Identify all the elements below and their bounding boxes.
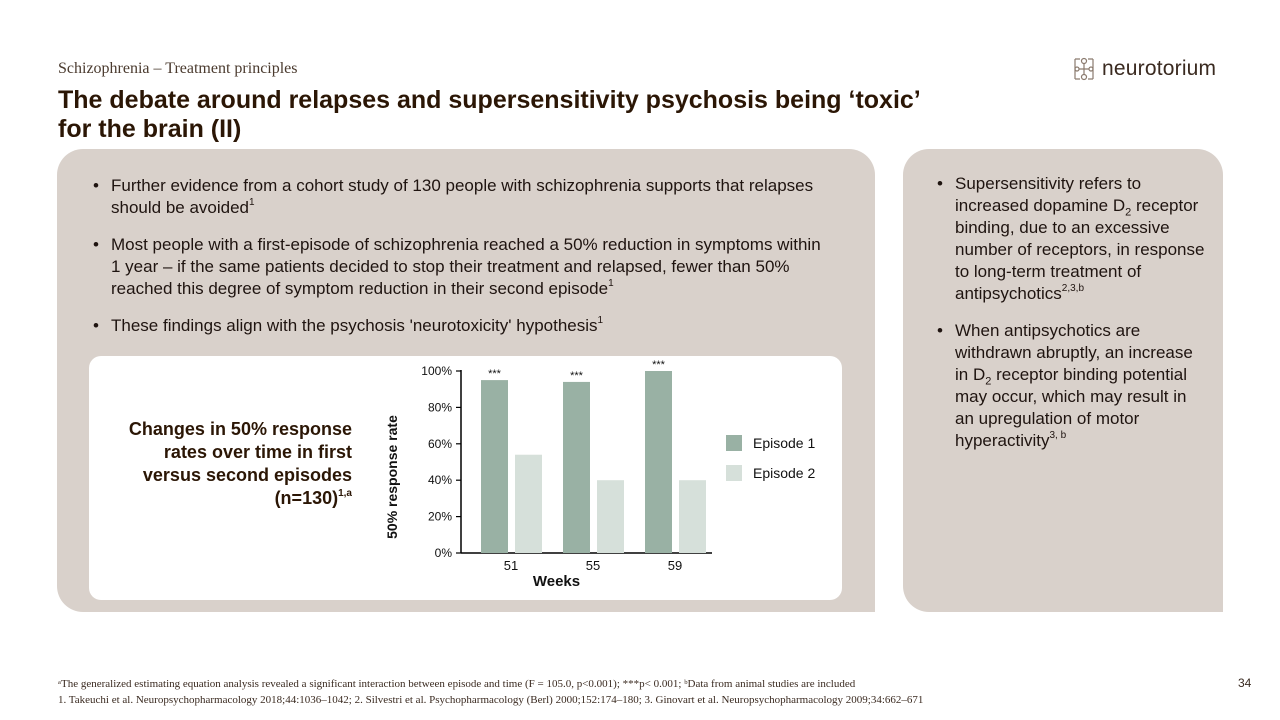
x-tick-label: 59 xyxy=(668,558,682,573)
legend-swatch xyxy=(726,435,742,451)
left-bullet: These findings align with the psychosis … xyxy=(91,315,831,337)
x-tick-label: 55 xyxy=(586,558,600,573)
right-bullet-list: Supersensitivity refers to increased dop… xyxy=(935,173,1205,467)
bar-episode-1 xyxy=(645,371,672,553)
y-tick-label: 60% xyxy=(428,437,452,451)
title-line-2: for the brain (II) xyxy=(58,115,242,143)
left-bullet-list: Further evidence from a cohort study of … xyxy=(91,175,831,352)
significance-marker: *** xyxy=(570,370,584,382)
right-content-panel: Supersensitivity refers to increased dop… xyxy=(903,149,1223,612)
section-kicker: Schizophrenia – Treatment principles xyxy=(58,60,298,77)
right-bullet: When antipsychotics are withdrawn abrupt… xyxy=(935,320,1205,452)
y-axis-label: 50% response rate xyxy=(384,415,400,539)
footnote-line-1: ᵃThe generalized estimating equation ana… xyxy=(58,678,856,690)
y-tick-label: 100% xyxy=(421,364,452,378)
left-content-panel: Further evidence from a cohort study of … xyxy=(57,149,875,612)
bar-episode-2 xyxy=(597,480,624,553)
y-tick-label: 80% xyxy=(428,400,452,414)
left-bullet: Further evidence from a cohort study of … xyxy=(91,175,831,219)
y-tick-label: 20% xyxy=(428,510,452,524)
x-axis-label: Weeks xyxy=(533,573,580,590)
significance-marker: *** xyxy=(488,368,502,380)
neuron-grid-icon xyxy=(1074,57,1094,81)
left-bullet: Most people with a first-episode of schi… xyxy=(91,234,831,300)
y-tick-label: 0% xyxy=(435,546,453,560)
legend-label: Episode 2 xyxy=(753,465,815,481)
bar-episode-1 xyxy=(481,380,508,553)
logo-text: neurotorium xyxy=(1102,57,1217,80)
right-bullet: Supersensitivity refers to increased dop… xyxy=(935,173,1205,305)
neurotorium-logo: neurotorium xyxy=(1072,54,1216,84)
page-number: 34 xyxy=(1238,676,1252,690)
footnote-references: 1. Takeuchi et al. Neuropsychopharmacolo… xyxy=(58,694,924,706)
title-line-1: The debate around relapses and supersens… xyxy=(58,86,921,114)
slide-title: The debate around relapses and supersens… xyxy=(58,86,1018,144)
x-tick-label: 51 xyxy=(504,558,518,573)
bar-episode-1 xyxy=(563,381,590,553)
footnotes: ᵃThe generalized estimating equation ana… xyxy=(58,676,923,708)
significance-marker: *** xyxy=(652,359,666,371)
y-tick-label: 40% xyxy=(428,473,452,487)
bar-episode-2 xyxy=(515,454,542,553)
chart-card: Changes in 50% response rates over time … xyxy=(89,356,842,600)
chart-caption: Changes in 50% response rates over time … xyxy=(128,419,352,508)
legend-swatch xyxy=(726,465,742,481)
bar-episode-2 xyxy=(679,480,706,553)
response-rate-bar-chart: 0% 20% 40% 60% 80% 100% 51 *** 55 *** 59 *** Weeks 50… xyxy=(384,359,815,590)
legend-label: Episode 1 xyxy=(753,435,815,451)
